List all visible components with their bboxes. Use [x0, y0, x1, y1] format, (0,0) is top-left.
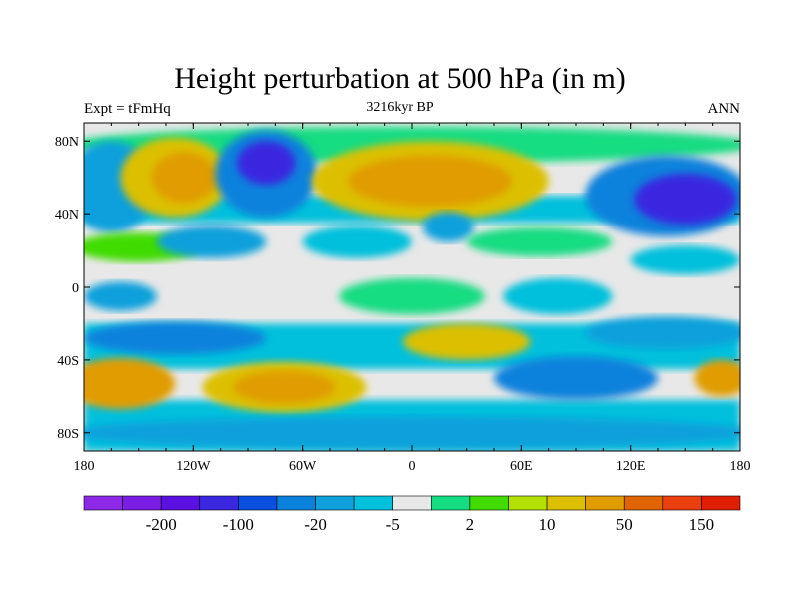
field-contour-region [151, 152, 218, 204]
field-contour-region [84, 281, 157, 311]
colorbar-box [430, 495, 471, 511]
x-tick-label: 0 [409, 459, 416, 474]
colorbar-box [315, 495, 355, 511]
colorbar-box [469, 495, 509, 511]
field-contour-region [466, 226, 613, 257]
field-contour-region [237, 141, 296, 185]
colorbar-box [276, 495, 316, 511]
field-contour-region [302, 225, 413, 258]
field-contour-region [585, 316, 740, 349]
field-contour-region [339, 277, 485, 315]
colorbar-box [662, 495, 702, 511]
field-contour-region [84, 416, 740, 450]
colorbar: -200 -100 -20 -5 2 10 50 150 [83, 495, 741, 534]
field-contour-region [422, 212, 474, 242]
colorbar-box [508, 495, 548, 511]
field-contour-region [634, 174, 737, 226]
season-label: ANN [707, 101, 741, 117]
x-tick-label: 60W [289, 459, 317, 474]
field-contour-region [630, 245, 740, 275]
colorbar-label: -5 [386, 515, 400, 534]
field-contour-region [694, 359, 740, 397]
x-tick-label: 180 [74, 459, 95, 474]
plot-title: Height perturbation at 500 hPa (in m) [174, 62, 626, 95]
colorbar-label: 10 [539, 515, 556, 534]
x-tick-label: 120E [616, 459, 646, 474]
field-contour-region [402, 323, 531, 360]
y-tick-label: 80S [57, 427, 79, 442]
time-label: 3216kyr BP [366, 100, 434, 115]
x-tick-label: 180 [730, 459, 751, 474]
field-contour-region [233, 370, 336, 404]
x-tick-label: 60E [510, 459, 533, 474]
colorbar-box [238, 495, 278, 511]
colorbar-box [122, 495, 162, 511]
colorbar-box [199, 495, 239, 511]
field-contour-region [84, 358, 176, 410]
field-contour-region [156, 225, 267, 258]
field-contour-region [84, 321, 267, 355]
height-field [84, 123, 740, 451]
colorbar-box [160, 495, 201, 511]
experiment-label: Expt = tFmHq [84, 101, 171, 117]
colorbar-box [83, 495, 123, 511]
colorbar-box [701, 495, 741, 511]
colorbar-box [623, 495, 664, 511]
y-tick-label: 80N [55, 135, 79, 150]
colorbar-label: 50 [616, 515, 633, 534]
colorbar-box [585, 495, 625, 511]
colorbar-label: 2 [466, 515, 475, 534]
colorbar-box [353, 495, 394, 511]
x-tick-label: 120W [176, 459, 211, 474]
colorbar-label: 150 [689, 515, 715, 534]
colorbar-label: -200 [146, 515, 177, 534]
y-tick-label: 0 [72, 281, 79, 296]
field-contour-region [348, 155, 513, 207]
colorbar-box [546, 495, 586, 511]
colorbar-label: -20 [304, 515, 327, 534]
y-tick-label: 40N [55, 208, 79, 223]
y-tick-label: 40S [57, 354, 79, 369]
field-contour-region [494, 356, 658, 400]
colorbar-box [392, 495, 432, 511]
field-contour-region [503, 277, 613, 315]
colorbar-label: -100 [223, 515, 254, 534]
